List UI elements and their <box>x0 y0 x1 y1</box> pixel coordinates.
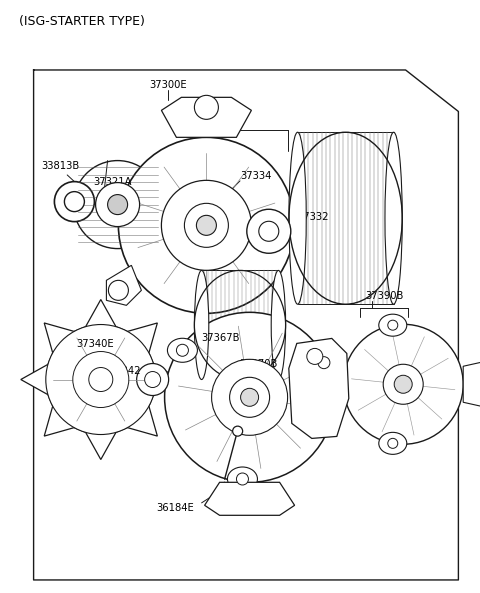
Circle shape <box>196 215 216 235</box>
Polygon shape <box>161 97 252 138</box>
Text: 36184E: 36184E <box>156 503 194 513</box>
Circle shape <box>165 313 335 482</box>
Ellipse shape <box>228 467 257 491</box>
Polygon shape <box>204 482 295 515</box>
Circle shape <box>108 195 128 215</box>
Text: 37370B: 37370B <box>239 359 277 369</box>
Circle shape <box>318 356 330 369</box>
Ellipse shape <box>289 132 306 304</box>
Circle shape <box>177 345 189 356</box>
Ellipse shape <box>309 350 339 375</box>
Circle shape <box>394 375 412 393</box>
Circle shape <box>212 359 288 435</box>
Polygon shape <box>289 339 349 438</box>
Circle shape <box>137 364 168 396</box>
Circle shape <box>247 209 291 253</box>
Circle shape <box>144 372 161 387</box>
Text: 37367B: 37367B <box>202 333 240 343</box>
Circle shape <box>259 221 279 241</box>
Circle shape <box>46 324 156 435</box>
Polygon shape <box>107 265 142 305</box>
Circle shape <box>108 280 129 300</box>
Ellipse shape <box>379 314 407 336</box>
Circle shape <box>73 161 162 248</box>
Circle shape <box>161 180 252 270</box>
Ellipse shape <box>271 270 286 380</box>
Circle shape <box>194 95 218 119</box>
Ellipse shape <box>194 270 209 380</box>
Circle shape <box>229 377 270 417</box>
Circle shape <box>240 388 259 406</box>
Ellipse shape <box>168 338 197 362</box>
Text: 37340E: 37340E <box>76 339 113 349</box>
Circle shape <box>64 192 84 212</box>
Text: 37334: 37334 <box>240 171 271 181</box>
Text: 37390B: 37390B <box>366 291 404 301</box>
Ellipse shape <box>379 432 407 454</box>
Text: 37332: 37332 <box>298 212 329 222</box>
Circle shape <box>54 181 95 222</box>
Ellipse shape <box>385 132 402 304</box>
Text: (ISG-STARTER TYPE): (ISG-STARTER TYPE) <box>19 15 145 28</box>
Text: 37300E: 37300E <box>149 80 187 90</box>
Circle shape <box>184 203 228 247</box>
Circle shape <box>73 352 129 407</box>
Polygon shape <box>21 299 181 460</box>
Circle shape <box>237 473 249 485</box>
Circle shape <box>96 183 140 227</box>
Circle shape <box>383 364 423 404</box>
Circle shape <box>343 324 463 444</box>
Circle shape <box>388 320 398 330</box>
Circle shape <box>388 438 398 448</box>
Polygon shape <box>463 362 480 406</box>
Text: 37330H: 37330H <box>206 106 245 116</box>
Circle shape <box>233 426 243 436</box>
Circle shape <box>307 349 323 365</box>
Text: 37321A: 37321A <box>94 177 132 187</box>
Text: 37342: 37342 <box>109 366 141 377</box>
Circle shape <box>89 368 113 391</box>
Circle shape <box>119 138 294 313</box>
Text: 33813B: 33813B <box>41 161 79 171</box>
